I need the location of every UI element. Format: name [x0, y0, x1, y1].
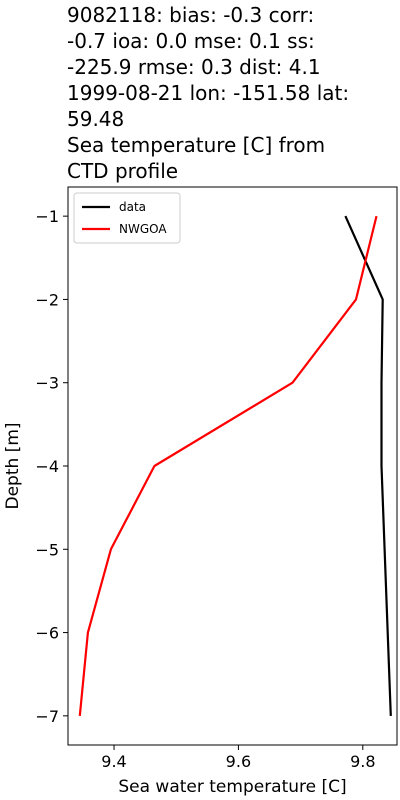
y-tick-label: −3: [35, 374, 59, 393]
legend-label: NWGOA: [119, 222, 167, 236]
series-lines: [78, 215, 392, 717]
y-tick-label: −2: [35, 290, 59, 309]
y-tick-label: −7: [35, 707, 59, 726]
x-axis: 9.4 9.6 9.8: [101, 745, 376, 771]
y-tick-label: −4: [35, 457, 59, 476]
x-axis-label: Sea water temperature [C]: [118, 777, 346, 797]
series-line-nwgoa: [78, 215, 378, 717]
y-axis: −1 −2 −3 −4 −5 −6 −7: [35, 207, 68, 726]
y-axis-label: Depth [m]: [3, 422, 23, 509]
legend-label: data: [119, 200, 146, 214]
plot-frame: [67, 186, 398, 746]
y-tick-label: −6: [35, 624, 59, 643]
chart-title: 9082118: bias: -0.3 corr: -0.7 ioa: 0.0 …: [67, 3, 350, 183]
y-tick-label: −5: [35, 540, 59, 559]
legend-box: [73, 192, 181, 244]
x-tick-label: 9.8: [350, 752, 375, 771]
legend: data NWGOA: [73, 192, 181, 244]
x-tick-label: 9.4: [101, 752, 126, 771]
x-tick-label: 9.6: [226, 752, 251, 771]
series-line-data: [344, 215, 392, 716]
plot-area: [67, 186, 398, 746]
y-tick-label: −1: [35, 207, 59, 226]
